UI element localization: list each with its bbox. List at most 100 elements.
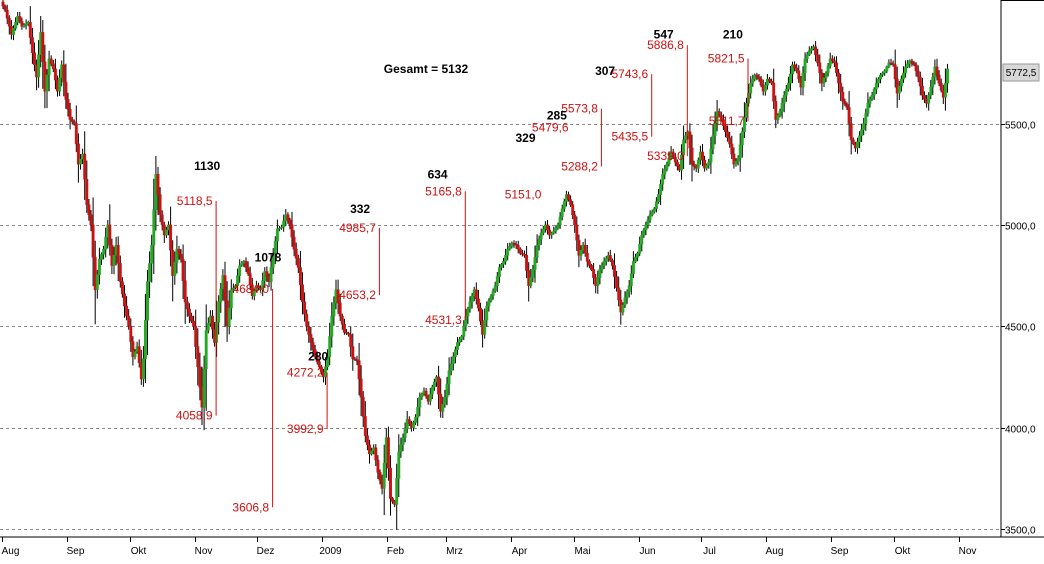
candle-body bbox=[76, 143, 80, 165]
candle-body bbox=[514, 243, 518, 246]
candle-body bbox=[45, 74, 49, 92]
candle-body bbox=[920, 85, 924, 96]
candle-body bbox=[460, 336, 464, 340]
candle-body bbox=[116, 244, 120, 264]
candle-body bbox=[79, 158, 82, 165]
x-tick-label: Jun bbox=[639, 546, 655, 557]
candle-body bbox=[112, 255, 116, 266]
candle-body bbox=[583, 244, 587, 254]
candle-body bbox=[617, 287, 621, 301]
candle-body bbox=[432, 381, 436, 388]
candle-body bbox=[301, 284, 304, 303]
candle-body bbox=[598, 269, 602, 278]
candle-body bbox=[83, 153, 87, 180]
candle-body bbox=[856, 141, 859, 149]
candle-body bbox=[845, 104, 849, 108]
candle-body bbox=[227, 307, 231, 327]
price-annotation-label: 5511,7 bbox=[709, 114, 745, 128]
candle-body bbox=[883, 70, 887, 74]
candle-body bbox=[910, 60, 914, 64]
candle-body bbox=[734, 160, 738, 165]
candle-body bbox=[437, 376, 441, 395]
candle-body bbox=[345, 332, 348, 334]
candle-body bbox=[573, 214, 577, 226]
candle-body bbox=[667, 157, 671, 165]
candle-body bbox=[659, 184, 663, 195]
candle-body bbox=[791, 64, 794, 75]
price-annotation-label: 4684,0 bbox=[232, 282, 269, 296]
candle-body bbox=[571, 204, 575, 216]
grid bbox=[0, 124, 1001, 530]
candle-body bbox=[508, 245, 512, 250]
candle-body bbox=[797, 70, 801, 80]
candle-body bbox=[701, 151, 704, 161]
candle-body bbox=[943, 82, 947, 98]
candle-body bbox=[774, 101, 778, 120]
candle-body bbox=[889, 62, 893, 65]
candle-body bbox=[131, 341, 135, 357]
candle-body bbox=[41, 32, 45, 63]
price-annotation-label: 5479,6 bbox=[532, 121, 569, 135]
candle-body bbox=[671, 151, 675, 158]
candle-body bbox=[24, 23, 28, 26]
candle-body bbox=[219, 288, 223, 303]
candle-body bbox=[876, 78, 880, 84]
candle-body bbox=[832, 60, 836, 64]
candle-body bbox=[682, 139, 686, 156]
candle-body bbox=[181, 259, 185, 281]
candle-body bbox=[319, 366, 323, 373]
x-tick-label: Mai bbox=[574, 546, 590, 557]
candle-body bbox=[22, 24, 26, 27]
candle-body bbox=[120, 281, 124, 295]
candle-body bbox=[150, 244, 154, 264]
x-tick-label: Mrz bbox=[446, 546, 463, 557]
candle-body bbox=[755, 74, 759, 78]
candle-body bbox=[288, 219, 292, 226]
candle-body bbox=[602, 261, 606, 266]
swing-size-label: 547 bbox=[654, 28, 674, 42]
candle-body bbox=[58, 77, 62, 92]
candle-body bbox=[223, 275, 227, 302]
candle-body bbox=[269, 267, 273, 282]
candle-body bbox=[324, 366, 327, 378]
x-tick-label: Nov bbox=[195, 546, 213, 557]
candle-body bbox=[93, 257, 97, 291]
swing-size-label: 329 bbox=[515, 131, 535, 145]
candle-body bbox=[309, 334, 313, 343]
candle-body bbox=[68, 109, 72, 120]
candle-body bbox=[294, 248, 298, 259]
candle-body bbox=[74, 123, 78, 145]
candle-body bbox=[550, 232, 554, 236]
candle-body bbox=[169, 224, 173, 251]
candle-body bbox=[280, 226, 284, 229]
candle-body bbox=[474, 289, 478, 300]
candle-body bbox=[554, 227, 558, 232]
x-tick-label: Nov bbox=[959, 546, 977, 557]
candles bbox=[1, 0, 949, 530]
candle-body bbox=[428, 393, 432, 402]
annotations: 5118,5 4058,9 4684,0 3606,8 4272,2 3992,9 4985… bbox=[176, 28, 749, 514]
candle-body bbox=[506, 248, 510, 256]
candle-body bbox=[778, 111, 782, 116]
price-annotation-label: 3606,8 bbox=[232, 500, 269, 514]
price-annotation-label: 5151,0 bbox=[505, 187, 542, 201]
candle-body bbox=[382, 462, 386, 489]
x-tick-label: Okt bbox=[131, 546, 147, 557]
candle-body bbox=[516, 244, 520, 250]
candle-body bbox=[826, 65, 830, 74]
candle-body bbox=[860, 129, 864, 137]
candle-body bbox=[254, 285, 258, 292]
candle-body bbox=[141, 358, 145, 380]
candle-body bbox=[644, 224, 648, 231]
candle-body bbox=[500, 264, 503, 268]
candle-body bbox=[615, 276, 619, 288]
candle-body bbox=[738, 144, 742, 159]
price-annotation-label: 3992,9 bbox=[287, 422, 324, 436]
candle-body bbox=[732, 153, 736, 165]
candle-body bbox=[231, 287, 235, 291]
candle-body bbox=[579, 250, 583, 256]
candle-body bbox=[684, 135, 688, 141]
x-tick-label: Feb bbox=[387, 546, 405, 557]
candle-body bbox=[814, 46, 818, 55]
